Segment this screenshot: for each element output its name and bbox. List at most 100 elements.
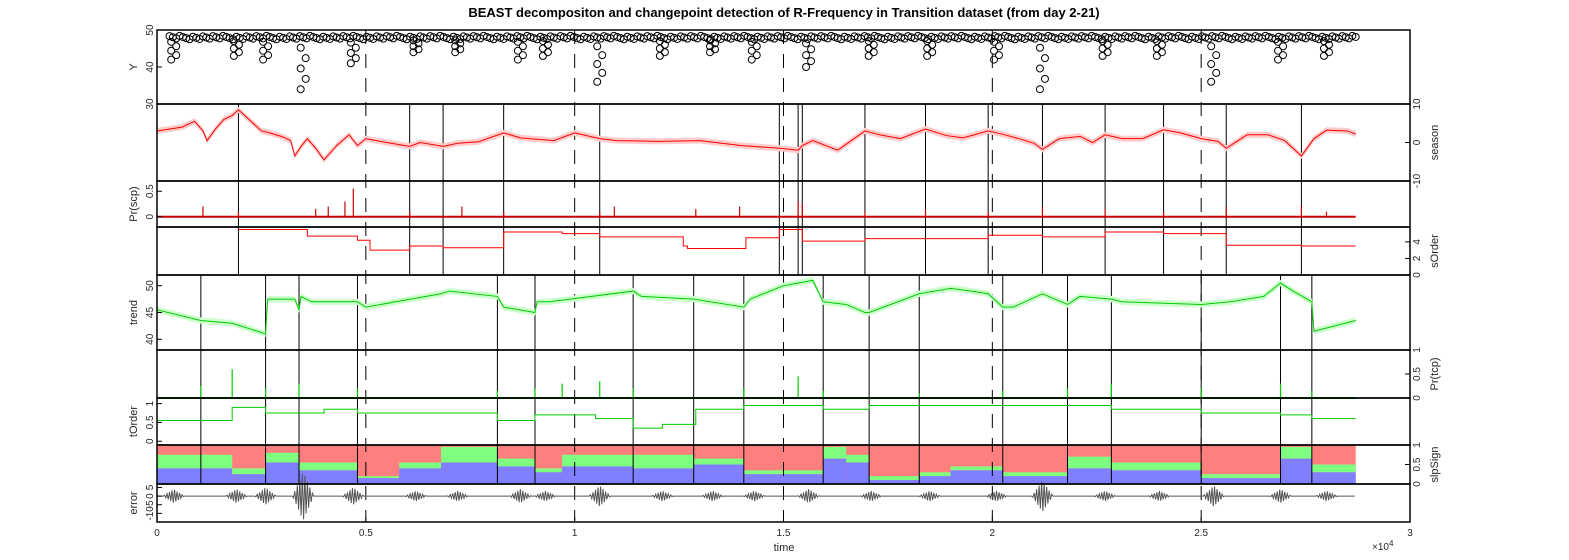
y-data-point — [802, 63, 811, 71]
y-data-point — [928, 40, 937, 49]
y-data-point — [1035, 64, 1044, 73]
y-data-point — [513, 37, 522, 46]
slpsign-positive-segment — [846, 462, 870, 484]
y-data-point — [1103, 48, 1112, 57]
y-axis-label-error: error — [128, 491, 140, 515]
season-uncertainty-band — [157, 106, 1356, 163]
y-tick-label: 0 — [145, 493, 156, 499]
y-tick-label: 1 — [1412, 442, 1423, 448]
slpsign-zero-segment — [1111, 462, 1202, 471]
slpsign-positive-segment — [1111, 470, 1202, 484]
slpsign-zero-segment — [869, 476, 920, 481]
y-axis-label-slpsign: slpSign — [1429, 446, 1441, 482]
y-data-point — [1103, 40, 1112, 49]
y-axis-label-sorder: sOrder — [1429, 234, 1441, 268]
slpsign-zero-segment — [562, 454, 634, 467]
slpsign-positive-segment — [823, 458, 847, 484]
y-data-point — [802, 39, 811, 48]
y-tick-label: 30 — [145, 98, 156, 110]
slpsign-positive-segment — [299, 470, 358, 484]
y-data-point — [351, 43, 360, 52]
y-data-point — [1319, 51, 1328, 60]
y-data-point — [543, 48, 552, 57]
y-tick-label: 0 — [1412, 272, 1423, 278]
y-tick-label: 0 — [145, 214, 156, 220]
y-data-point — [234, 48, 243, 57]
slpsign-positive-segment — [919, 476, 951, 484]
y-data-point — [593, 60, 602, 69]
y-axis-label-y: Y — [128, 63, 140, 71]
slpsign-positive-segment — [1002, 476, 1068, 484]
y-data-point — [923, 51, 932, 60]
y-data-point — [1351, 32, 1360, 41]
y-data-point — [346, 48, 355, 57]
x-tick-label: 3 — [1407, 528, 1413, 539]
y-data-point — [167, 46, 176, 55]
y-data-point — [1157, 48, 1166, 57]
y-data-point — [296, 85, 305, 94]
y-data-point — [172, 51, 181, 60]
slpsign-zero-segment — [441, 446, 498, 463]
y-data-point — [1040, 54, 1049, 63]
y-data-point — [1279, 51, 1288, 60]
y-data-point — [1279, 42, 1288, 51]
y-data-point — [598, 68, 607, 77]
slpsign-zero-segment — [1311, 464, 1356, 473]
y-data-point — [752, 51, 761, 60]
y-tick-label: 50 — [145, 280, 156, 292]
x-axis: 0 0.5 1 1.5 2 2.5 3 — [154, 517, 1413, 539]
y-tick-label: 0.5 — [1412, 457, 1423, 471]
y-data-point — [172, 42, 181, 51]
y-data-point — [259, 37, 268, 46]
slpsign-zero-segment — [299, 462, 358, 471]
slpsign-positive-segment — [1311, 472, 1356, 484]
y-data-point — [864, 44, 873, 53]
y-data-point — [538, 51, 547, 60]
y-tick-label: 5 — [145, 484, 156, 490]
slpsign-positive-segment — [399, 468, 442, 484]
x-axis-label: time — [774, 542, 795, 554]
y-data-point — [869, 48, 878, 57]
slpsign-positive-segment — [1067, 468, 1112, 484]
y-data-point — [301, 54, 310, 63]
y-data-point — [229, 51, 238, 60]
y-tick-label: 1 — [145, 400, 156, 406]
trend-line — [156, 279, 1356, 335]
y-axis-label-torder: tOrder — [128, 406, 140, 438]
slpsign-positive-segment — [1280, 458, 1312, 484]
slpsign-zero-segment — [1201, 474, 1281, 479]
y-data-point — [451, 48, 460, 57]
slpsign-positive-segment — [950, 470, 1003, 484]
slpsign-positive-segment — [497, 466, 535, 484]
y-data-point — [1324, 48, 1333, 57]
y-tick-label: 2 — [1412, 255, 1423, 261]
slpsign-zero-segment — [357, 476, 400, 479]
y-data-point — [1152, 51, 1161, 60]
slpsign-positive-segment — [441, 462, 498, 484]
slpsign-zero-segment — [950, 466, 1003, 471]
slpsign-positive-segment — [1201, 478, 1281, 484]
slpsign-zero-segment — [534, 468, 563, 473]
y-data-point — [346, 38, 355, 47]
y-data-point — [1040, 74, 1049, 83]
y-data-point — [301, 74, 310, 83]
slpsign-positive-segment — [693, 464, 744, 484]
y-data-point — [518, 51, 527, 60]
y-axis-label-season: season — [1429, 125, 1441, 160]
slpsign-positive-segment — [562, 466, 634, 484]
y-axis-label-prtcp: Pr(tcp) — [1429, 358, 1441, 391]
y-tick-label: 0.5 — [145, 184, 156, 198]
y-data-point — [1035, 85, 1044, 94]
x-tick-label: 2.5 — [1194, 528, 1208, 539]
y-data-point — [705, 48, 714, 57]
y-data-point — [409, 48, 418, 57]
y-data-point — [1207, 42, 1216, 51]
y-data-point — [513, 46, 522, 55]
slpsign-positive-segment — [743, 474, 824, 484]
y-tick-label: 0.5 — [145, 415, 156, 429]
y-data-point — [752, 42, 761, 51]
y-tick-label: 0.5 — [1412, 367, 1423, 381]
y-data-point — [1212, 51, 1221, 60]
y-data-point — [995, 51, 1004, 60]
